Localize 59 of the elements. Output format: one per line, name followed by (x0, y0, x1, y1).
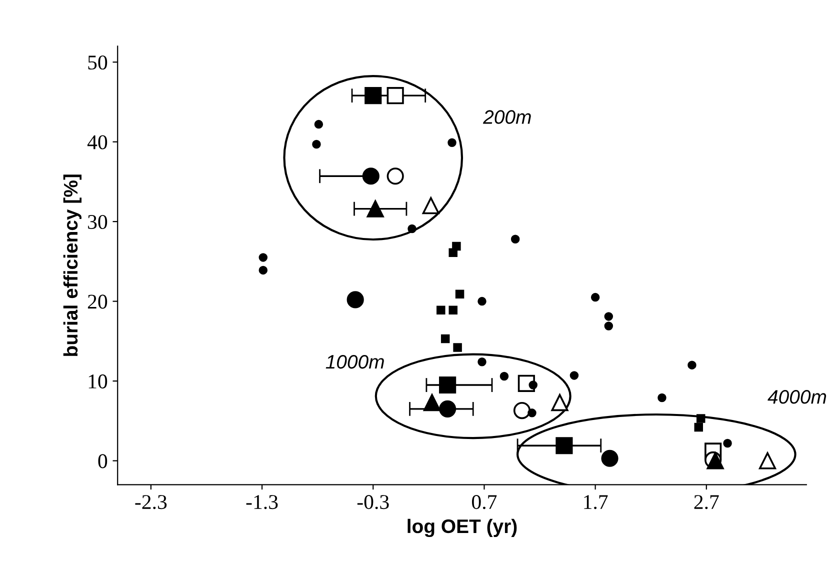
point (440, 334, 450, 344)
point (510, 234, 520, 244)
point (658, 393, 666, 402)
point (258, 253, 268, 262)
x-tick-label: 2.7 (694, 495, 719, 510)
point (570, 371, 579, 380)
point (366, 200, 384, 218)
point (604, 312, 614, 321)
point (346, 291, 364, 308)
point (688, 360, 696, 370)
point (314, 120, 324, 129)
y-tick-label: 40 (87, 135, 108, 150)
x-tick-label: 0.7 (472, 495, 497, 510)
annotation: 200m (482, 110, 531, 124)
point (364, 87, 382, 104)
y-tick-label: 50 (88, 55, 108, 70)
y-tick-label: 0 (98, 454, 108, 468)
point (436, 306, 446, 314)
point (723, 438, 732, 448)
x-axis-title: log OET (yr) (408, 518, 517, 538)
point (386, 87, 404, 104)
point (408, 224, 416, 234)
point (362, 168, 380, 185)
point (478, 296, 486, 306)
point (513, 402, 531, 420)
point (258, 266, 268, 275)
point (448, 306, 458, 314)
annotation: 4000m (768, 390, 826, 404)
point (694, 422, 704, 432)
x-tick-label: -2.3 (135, 495, 167, 510)
point (448, 138, 456, 148)
y-tick-label: 20 (88, 294, 108, 309)
point (452, 242, 461, 251)
point (386, 168, 404, 185)
y-axis-title: burial efficiency [%] (63, 174, 82, 356)
point (528, 380, 538, 390)
point (312, 140, 321, 149)
x-tick-label: -0.3 (357, 495, 389, 510)
point (478, 358, 486, 366)
x-tick-label: -1.3 (246, 495, 278, 510)
point (590, 292, 600, 302)
point (528, 408, 536, 418)
annotation: 1000m (326, 354, 384, 369)
point (423, 394, 441, 412)
y-tick-label: 10 (88, 374, 108, 388)
point (556, 437, 573, 454)
point (604, 322, 614, 330)
point (453, 343, 462, 352)
point (455, 290, 464, 298)
point (422, 197, 440, 214)
point (500, 372, 509, 381)
point (439, 376, 456, 394)
point (551, 394, 568, 412)
x-tick-label: 1.7 (584, 495, 608, 510)
point (439, 400, 456, 418)
point (696, 414, 706, 423)
y-tick-label: 30 (88, 214, 108, 229)
point (601, 450, 618, 467)
point (758, 452, 776, 470)
